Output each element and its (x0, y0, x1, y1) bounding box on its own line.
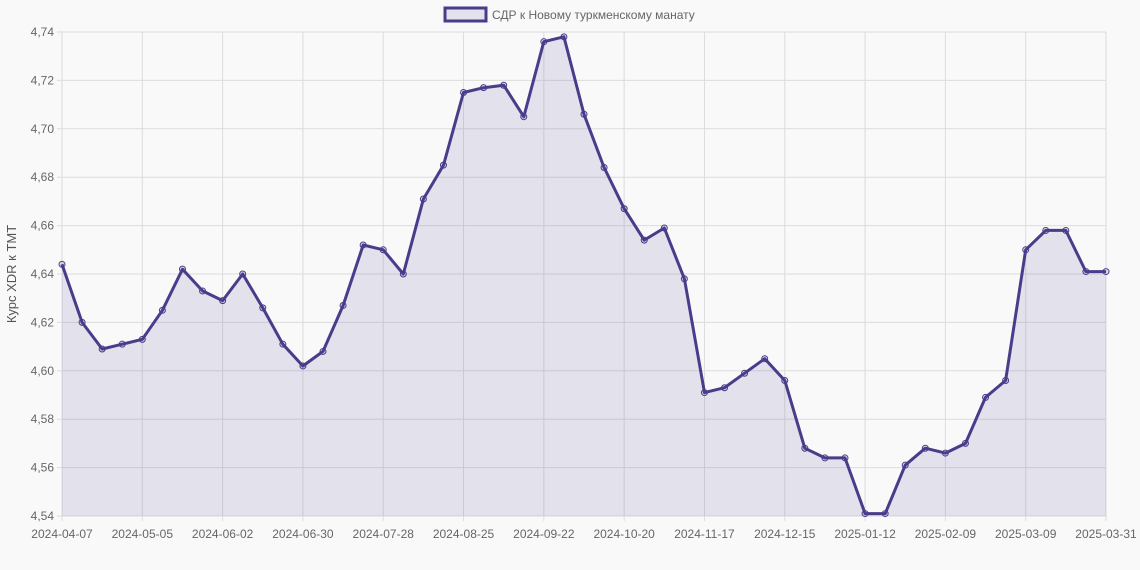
data-point (540, 38, 548, 46)
data-point (861, 510, 869, 518)
data-point (520, 113, 528, 121)
data-point (1102, 268, 1110, 276)
data-point (560, 33, 568, 41)
x-axis: 2024-04-07 2024-05-05 2024-06-02 2024-06-30… (31, 527, 1137, 541)
x-tick-label: 2024-12-15 (754, 527, 816, 541)
data-point (299, 362, 307, 370)
series-line (60, 35, 1106, 516)
grid (57, 31, 1107, 521)
data-point (319, 347, 327, 355)
data-point (761, 355, 769, 363)
y-tick-label: 4,60 (31, 364, 55, 378)
data-point (982, 393, 990, 401)
data-point (359, 241, 367, 249)
data-point (138, 335, 146, 343)
x-tick-label: 2024-08-25 (433, 527, 495, 541)
x-tick-label: 2025-03-09 (995, 527, 1057, 541)
data-point (781, 376, 789, 384)
x-tick-label: 2024-05-05 (112, 527, 174, 541)
data-point (600, 164, 608, 172)
y-tick-label: 4,66 (31, 219, 55, 233)
legend-label[interactable]: СДР к Новому туркменскому манату (492, 8, 695, 22)
data-point (741, 369, 749, 377)
x-tick-label: 2024-10-20 (593, 527, 655, 541)
y-tick-label: 4,68 (31, 170, 55, 184)
x-tick-label: 2024-09-22 (513, 527, 575, 541)
data-point (801, 444, 809, 452)
data-point (259, 304, 267, 312)
data-point (680, 275, 688, 283)
data-point (419, 195, 427, 203)
y-tick-label: 4,56 (31, 461, 55, 475)
data-points (58, 33, 1110, 518)
data-point (78, 318, 86, 326)
data-point (721, 384, 729, 392)
y-tick-label: 4,62 (31, 315, 55, 329)
y-tick-label: 4,70 (31, 122, 55, 136)
data-point (841, 454, 849, 462)
data-point (439, 161, 447, 169)
x-tick-label: 2024-06-30 (272, 527, 334, 541)
y-axis-label: Курс XDR к TMT (4, 225, 19, 323)
data-point (640, 236, 648, 244)
x-tick-label: 2025-01-12 (834, 527, 896, 541)
data-point (1022, 246, 1030, 254)
data-point (158, 306, 166, 314)
data-point (1082, 268, 1090, 276)
x-tick-label: 2024-11-17 (674, 527, 735, 541)
data-point (700, 389, 708, 397)
data-point (178, 265, 186, 273)
data-point (239, 270, 247, 278)
data-point (921, 444, 929, 452)
data-point (460, 89, 468, 96)
data-point (881, 510, 889, 518)
x-tick-label: 2024-04-07 (31, 527, 93, 541)
data-point (118, 340, 126, 348)
y-tick-label: 4,64 (31, 267, 55, 281)
data-point (580, 110, 588, 118)
data-point (1042, 226, 1050, 234)
data-point (98, 345, 106, 353)
x-tick-label: 2025-03-31 (1075, 527, 1137, 541)
data-point (58, 260, 66, 268)
data-point (500, 81, 508, 89)
series-area (62, 36, 1106, 517)
x-tick-label: 2025-02-09 (915, 527, 977, 541)
y-tick-label: 4,58 (31, 412, 55, 426)
data-point (480, 84, 488, 92)
y-tick-label: 4,54 (31, 509, 55, 523)
data-point (379, 246, 387, 254)
data-point (941, 449, 949, 457)
data-point (961, 439, 969, 447)
data-point (339, 301, 347, 309)
x-tick-label: 2024-07-28 (353, 527, 415, 541)
data-point (821, 454, 829, 462)
data-point (219, 297, 227, 305)
data-point (1062, 226, 1070, 234)
data-point (279, 340, 287, 348)
data-point (199, 287, 207, 295)
data-point (901, 461, 909, 469)
y-tick-label: 4,72 (31, 73, 55, 87)
y-axis: 4,54 4,56 4,58 4,60 4,62 4,64 4,66 4,68 4,70 4,72… (31, 25, 55, 523)
data-point (620, 205, 628, 213)
legend[interactable]: СДР к Новому туркменскому манату (443, 6, 695, 23)
data-point (660, 224, 668, 232)
data-point (399, 270, 407, 278)
x-tick-label: 2024-06-02 (192, 527, 254, 541)
legend-swatch[interactable] (443, 6, 488, 23)
data-point (1002, 376, 1010, 384)
y-tick-label: 4,74 (31, 25, 55, 39)
